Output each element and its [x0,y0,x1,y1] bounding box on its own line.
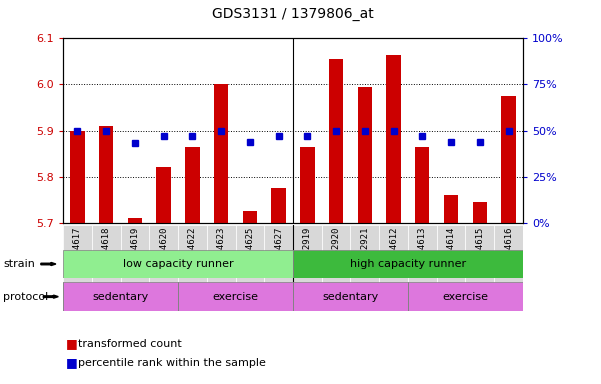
Text: sedentary: sedentary [93,291,148,302]
Bar [63,225,92,298]
Bar [128,218,142,223]
Bar [63,282,178,311]
Text: GSM234612: GSM234612 [389,227,398,275]
Bar [178,225,207,298]
Text: GSM234627: GSM234627 [274,227,283,275]
Text: percentile rank within the sample: percentile rank within the sample [78,358,266,368]
Bar [272,188,286,223]
Bar [437,225,465,298]
Text: strain: strain [3,259,35,269]
Bar [415,147,430,223]
Bar [472,202,487,223]
Bar [358,87,372,223]
Text: GSM234617: GSM234617 [73,227,82,275]
Bar [329,59,343,223]
Bar [92,225,121,298]
Text: GSM234619: GSM234619 [130,227,139,275]
Bar [149,225,178,298]
Text: GSM232921: GSM232921 [361,227,370,275]
Text: GSM234625: GSM234625 [245,227,254,275]
Text: GSM234613: GSM234613 [418,227,427,275]
Text: low capacity runner: low capacity runner [123,259,233,269]
Bar [322,225,350,298]
Bar [293,250,523,278]
Text: GSM234616: GSM234616 [504,227,513,275]
Text: GSM234623: GSM234623 [216,227,225,275]
Text: GSM234620: GSM234620 [159,227,168,275]
Bar [386,55,401,223]
Bar [264,225,293,298]
Text: exercise: exercise [213,291,258,302]
Text: GSM232920: GSM232920 [332,227,341,275]
Bar [185,147,200,223]
Bar [444,195,458,223]
Bar [293,225,322,298]
Bar [207,225,236,298]
Bar [408,225,437,298]
Bar [379,225,408,298]
Bar [300,147,314,223]
Bar [243,211,257,223]
Bar [236,225,264,298]
Bar [70,131,85,223]
Bar [156,167,171,223]
Bar [99,126,114,223]
Text: ■: ■ [66,356,78,369]
Text: protocol: protocol [3,291,48,302]
Text: GSM234615: GSM234615 [475,227,484,275]
Text: exercise: exercise [442,291,489,302]
Text: GSM232919: GSM232919 [303,227,312,275]
Bar [465,225,494,298]
Text: transformed count: transformed count [78,339,182,349]
Text: GSM234618: GSM234618 [102,227,111,275]
Text: sedentary: sedentary [322,291,379,302]
Text: GDS3131 / 1379806_at: GDS3131 / 1379806_at [212,7,374,21]
Bar [293,282,408,311]
Bar [350,225,379,298]
Bar [408,282,523,311]
Text: GSM234622: GSM234622 [188,227,197,275]
Bar [501,96,516,223]
Bar [494,225,523,298]
Text: high capacity runner: high capacity runner [350,259,466,269]
Text: ■: ■ [66,337,78,350]
Text: GSM234614: GSM234614 [447,227,456,275]
Bar [214,84,228,223]
Bar [121,225,149,298]
Bar [178,282,293,311]
Bar [63,250,293,278]
